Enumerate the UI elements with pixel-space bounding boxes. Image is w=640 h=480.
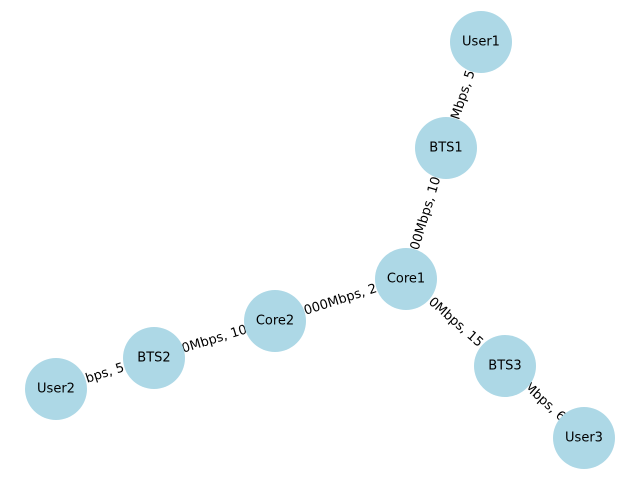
- node-label: BTS1: [429, 141, 462, 156]
- node-label: User2: [37, 382, 75, 397]
- edge-label-group: bps, 5: [82, 359, 129, 388]
- node-user3: User3: [553, 407, 615, 469]
- edge-label: bps, 5: [84, 360, 126, 386]
- node-label: BTS3: [488, 359, 521, 374]
- nodes-layer: User1 BTS1 Core1 Core2 BTS2 User2 BTS3 User3: [25, 11, 615, 469]
- node-bts2: BTS2: [123, 327, 185, 389]
- node-bts1: BTS1: [415, 117, 477, 179]
- node-label: Core1: [387, 272, 425, 287]
- node-label: Core2: [256, 314, 294, 329]
- edge-label: 0Mbps, 10: [180, 322, 249, 356]
- node-bts3: BTS3: [474, 335, 536, 397]
- node-core2: Core2: [244, 290, 306, 352]
- edge-label-group: 0Mbps, 10: [178, 321, 251, 358]
- edge-label: Mbps, 5: [448, 68, 478, 121]
- edge-label-group: 00Mbps, 10: [406, 173, 446, 254]
- edge-label-group: Mbps, 5: [447, 66, 480, 124]
- node-user2: User2: [25, 358, 87, 420]
- node-label: User3: [565, 431, 603, 446]
- node-label: BTS2: [137, 351, 170, 366]
- edge-label: 0Mbps, 15: [425, 295, 486, 351]
- edge-label-group: 000Mbps, 2: [300, 280, 381, 321]
- edge-label-group: 0Mbps, 15: [423, 292, 488, 352]
- node-label: User1: [462, 35, 500, 50]
- node-core1: Core1: [375, 248, 437, 310]
- node-user1: User1: [450, 11, 512, 73]
